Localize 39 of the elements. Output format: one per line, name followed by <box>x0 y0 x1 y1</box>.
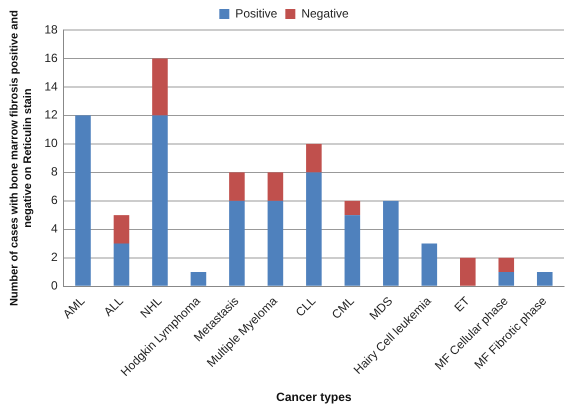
bar <box>498 272 514 286</box>
y-tick-label: 10 <box>44 136 58 150</box>
bar <box>75 115 91 286</box>
bar <box>114 244 130 286</box>
x-tick-label: CLL <box>292 294 319 320</box>
x-tick-label: CML <box>329 294 358 322</box>
y-tick-label: 12 <box>44 108 58 122</box>
bar <box>268 200 284 286</box>
y-axis-title: Number of cases with bone marrow fibrosis positive and negative on Reticulin stain <box>8 10 34 306</box>
bar <box>498 258 514 272</box>
y-tick-label: 2 <box>51 250 58 264</box>
x-tick-label: AML <box>60 294 88 322</box>
bar <box>152 115 168 286</box>
bar <box>344 215 360 286</box>
bar <box>344 200 360 216</box>
bar <box>383 200 399 286</box>
bar <box>114 215 130 244</box>
y-tick-label: 4 <box>51 222 58 236</box>
bar <box>229 200 245 286</box>
y-tick-label: 6 <box>51 193 58 208</box>
bar <box>422 244 438 286</box>
bar <box>229 172 245 201</box>
y-tick-label: 14 <box>44 79 58 94</box>
bar <box>536 272 553 286</box>
bar <box>306 144 322 172</box>
legend-label: Positive <box>235 6 278 20</box>
x-tick-label: ALL <box>100 294 126 319</box>
bar <box>152 58 168 116</box>
bar <box>306 172 322 286</box>
y-tick-label: 18 <box>44 22 58 36</box>
bar <box>268 172 284 201</box>
bar <box>460 258 476 286</box>
bar <box>190 272 206 286</box>
legend-label: Negative <box>301 6 350 20</box>
y-tick-label: 16 <box>44 50 58 65</box>
x-axis-title: Cancer types <box>276 390 352 404</box>
x-tick-label: ET <box>452 293 473 315</box>
y-tick-label: 8 <box>51 164 58 179</box>
y-tick-label: 0 <box>51 278 58 293</box>
